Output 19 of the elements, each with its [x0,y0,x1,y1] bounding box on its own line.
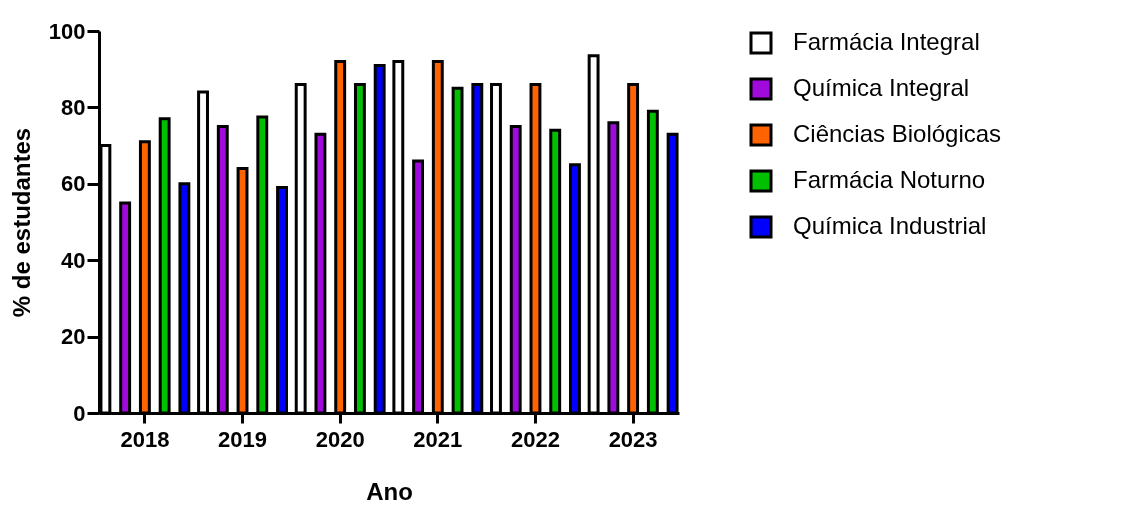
x-tick-label: 2018 [120,426,170,452]
x-tick-label: 2020 [315,426,365,452]
y-axis-title: % de estudantes [7,127,35,318]
y-tick-label: 60 [61,171,86,197]
legend-label: Farmácia Integral [793,28,980,55]
legend-label: Química Integral [793,74,970,101]
legend-label: Química Industrial [793,212,987,239]
x-tick-label: 2021 [413,426,463,452]
y-tick-label: 100 [48,18,86,44]
y-tick-label: 40 [61,247,86,273]
x-tick-label: 2023 [608,426,658,452]
x-tick-label: 2019 [218,426,268,452]
legend-label: Ciências Biológicas [793,120,1002,147]
y-tick-label: 80 [61,94,86,120]
y-tick-label: 20 [61,324,86,350]
x-tick-label: 2022 [510,426,560,452]
x-axis-title: Ano [366,477,413,505]
y-tick-label: 0 [73,400,86,426]
legend-label: Farmácia Noturno [793,166,986,193]
